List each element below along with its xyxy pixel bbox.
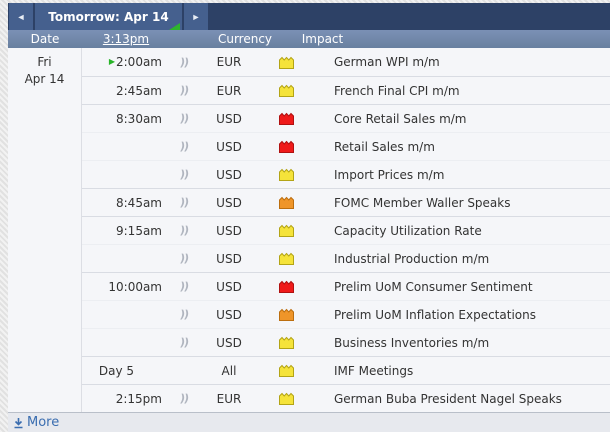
impact-icon: [279, 308, 294, 321]
calendar-row[interactable]: 10:00am )) USD Prelim UoM Consumer Senti…: [82, 272, 610, 300]
event-currency: EUR: [216, 55, 242, 69]
event-time: 8:45am: [116, 195, 162, 210]
date-day: Fri: [37, 55, 52, 69]
impact-icon: [279, 56, 294, 69]
impact-icon: [279, 364, 294, 377]
alert-icon[interactable]: )): [179, 140, 189, 153]
event-title: IMF Meetings: [334, 363, 414, 378]
event-title: German WPI m/m: [334, 55, 440, 69]
impact-icon: [279, 196, 294, 209]
impact-icon: [279, 392, 294, 405]
event-title: Capacity Utilization Rate: [334, 223, 482, 238]
more-label: More: [27, 415, 60, 430]
calendar-footer: More: [8, 412, 610, 432]
calendar-row[interactable]: ▶ 2:00am )) EUR German WPI m/m: [82, 48, 610, 76]
event-time: 2:45am: [116, 83, 162, 98]
event-time: 9:15am: [116, 223, 162, 238]
event-title: Core Retail Sales m/m: [334, 111, 467, 126]
event-rows: ▶ 2:00am )) EUR German WPI m/m 2:45am )) …: [82, 48, 610, 412]
impact-icon: [279, 84, 294, 97]
event-title: Retail Sales m/m: [334, 139, 435, 154]
calendar-row[interactable]: 8:30am )) USD Core Retail Sales m/m: [82, 104, 610, 132]
event-title: Import Prices m/m: [334, 167, 445, 182]
alert-icon[interactable]: )): [179, 112, 189, 125]
event-time: 10:00am: [108, 279, 162, 294]
event-currency: USD: [216, 251, 242, 266]
up-next-icon: ▶: [108, 57, 115, 66]
calendar-row[interactable]: )) USD Industrial Production m/m: [82, 244, 610, 272]
calendar-row[interactable]: 2:15pm )) EUR German Buba President Nage…: [82, 384, 610, 412]
alert-icon[interactable]: )): [179, 308, 189, 321]
calendar-body: Fri Apr 14 ▶ 2:00am )) EUR German WPI m/m…: [8, 48, 610, 412]
chevron-right-icon: ►: [191, 11, 201, 22]
date-cell: Fri Apr 14: [8, 48, 82, 412]
event-currency: USD: [216, 307, 242, 322]
download-arrow-icon: [14, 417, 23, 428]
event-title: Industrial Production m/m: [334, 251, 490, 266]
event-title: French Final CPI m/m: [334, 83, 460, 98]
impact-icon: [279, 280, 294, 293]
calendar-row[interactable]: )) USD Prelim UoM Inflation Expectations: [82, 300, 610, 328]
impact-icon: [279, 168, 294, 181]
event-title: Prelim UoM Consumer Sentiment: [334, 279, 533, 294]
alert-icon[interactable]: )): [179, 392, 189, 405]
event-currency: USD: [216, 223, 242, 238]
impact-icon: [279, 252, 294, 265]
column-header-date: Date: [30, 32, 60, 46]
calendar-row[interactable]: 9:15am )) USD Capacity Utilization Rate: [82, 216, 610, 244]
active-tab-corner-icon: [169, 23, 180, 30]
event-currency: USD: [216, 167, 242, 182]
calendar-row[interactable]: 8:45am )) USD FOMC Member Waller Speaks: [82, 188, 610, 216]
event-currency: USD: [216, 279, 242, 294]
column-header-currency: Currency: [217, 32, 273, 46]
alert-icon[interactable]: )): [179, 336, 189, 349]
event-currency: EUR: [216, 391, 242, 406]
calendar-panel: ◄ Tomorrow: Apr 14 ► Date 3:13pm Currenc…: [8, 3, 610, 432]
event-currency: USD: [216, 139, 242, 154]
current-time-link[interactable]: 3:13pm: [102, 32, 150, 46]
calendar-row[interactable]: )) USD Import Prices m/m: [82, 160, 610, 188]
column-header-impact: Impact: [301, 32, 344, 46]
alert-icon[interactable]: )): [179, 168, 189, 181]
column-header-row: Date 3:13pm Currency Impact: [8, 30, 610, 48]
alert-icon[interactable]: )): [179, 84, 189, 97]
impact-icon: [279, 224, 294, 237]
alert-icon[interactable]: )): [179, 224, 189, 237]
event-currency: All: [221, 363, 237, 378]
event-time: ▶ 2:00am: [108, 55, 162, 69]
impact-icon: [279, 112, 294, 125]
tab-title: Tomorrow: Apr 14: [48, 9, 169, 24]
impact-icon: [279, 336, 294, 349]
alert-icon[interactable]: )): [179, 280, 189, 293]
impact-icon: [279, 140, 294, 153]
event-currency: USD: [216, 195, 242, 210]
alert-icon[interactable]: )): [179, 55, 189, 69]
more-link[interactable]: More: [13, 415, 59, 430]
calendar-row[interactable]: )) USD Business Inventories m/m: [82, 328, 610, 356]
event-currency: USD: [216, 335, 242, 350]
calendar-row[interactable]: )) USD Retail Sales m/m: [82, 132, 610, 160]
event-currency: EUR: [216, 83, 242, 98]
prev-day-button[interactable]: ◄: [9, 3, 33, 30]
tab-tomorrow[interactable]: Tomorrow: Apr 14: [35, 3, 182, 30]
chevron-left-icon: ◄: [16, 11, 26, 22]
event-time: 2:15pm: [115, 391, 162, 406]
event-title: German Buba President Nagel Speaks: [334, 391, 562, 406]
alert-icon[interactable]: )): [179, 252, 189, 265]
event-title: Business Inventories m/m: [334, 335, 490, 350]
event-time: 8:30am: [116, 111, 162, 126]
next-day-button[interactable]: ►: [184, 3, 208, 30]
event-title: FOMC Member Waller Speaks: [334, 195, 511, 210]
calendar-row[interactable]: Day 5 All IMF Meetings: [82, 356, 610, 384]
calendar-row[interactable]: 2:45am )) EUR French Final CPI m/m: [82, 76, 610, 104]
event-title: Prelim UoM Inflation Expectations: [334, 307, 536, 322]
event-time: Day 5: [98, 363, 135, 378]
alert-icon[interactable]: )): [179, 196, 189, 209]
event-currency: USD: [216, 111, 242, 126]
calendar-tab-bar: ◄ Tomorrow: Apr 14 ►: [8, 3, 610, 30]
date-value: Apr 14: [24, 72, 65, 86]
